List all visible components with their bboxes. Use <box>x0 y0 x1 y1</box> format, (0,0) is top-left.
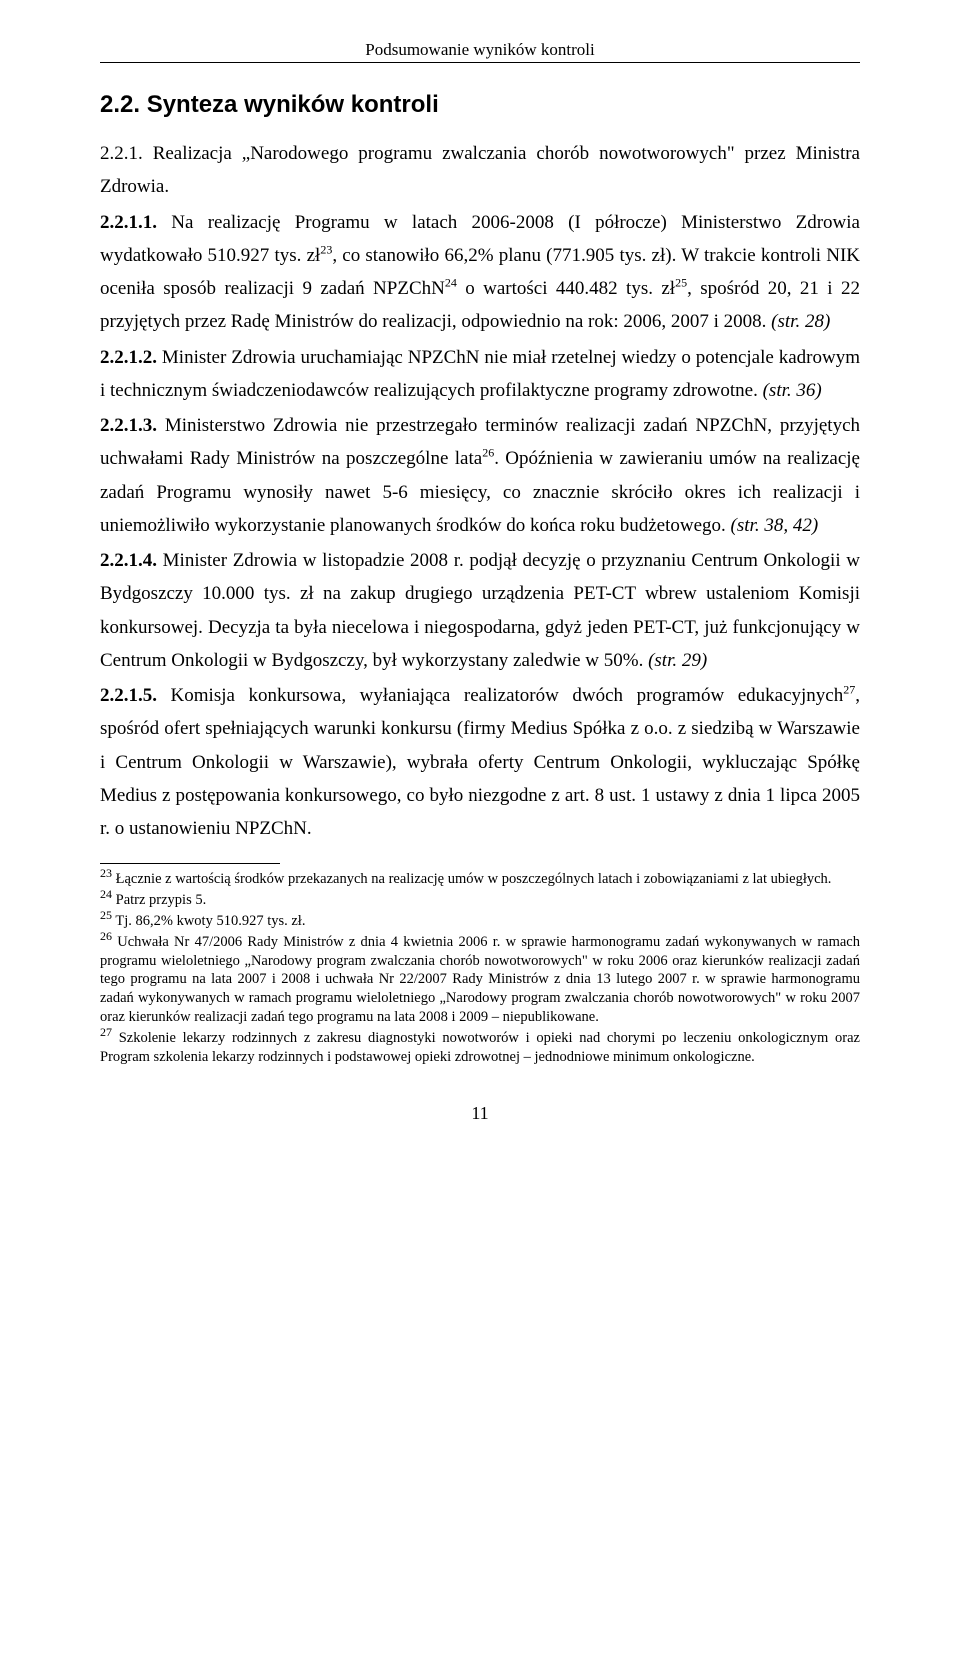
para-number: 2.2.1.2. <box>100 347 157 368</box>
footnote-text: Szkolenie lekarzy rodzinnych z zakresu d… <box>100 1030 860 1065</box>
footnote-25: 25 Tj. 86,2% kwoty 510.927 tys. zł. <box>100 912 860 931</box>
page-number: 11 <box>100 1103 860 1124</box>
footnote-27: 27 Szkolenie lekarzy rodzinnych z zakres… <box>100 1029 860 1067</box>
footnote-ref: 24 <box>445 276 457 290</box>
para-number: 2.2.1.3. <box>100 415 157 436</box>
footnote-24: 24 Patrz przypis 5. <box>100 891 860 910</box>
paragraph-2-2-1-2: 2.2.1.2. Minister Zdrowia uruchamiając N… <box>100 341 860 408</box>
footnote-ref: 26 <box>482 446 494 460</box>
footnote-26: 26 Uchwała Nr 47/2006 Rady Ministrów z d… <box>100 933 860 1027</box>
footnote-number: 23 <box>100 866 112 880</box>
footnote-ref: 25 <box>675 276 687 290</box>
section-title: 2.2. Synteza wyników kontroli <box>100 91 860 119</box>
footnote-ref: 27 <box>843 683 855 697</box>
paragraph-2-2-1-3: 2.2.1.3. Ministerstwo Zdrowia nie przest… <box>100 409 860 542</box>
page-ref: (str. 28) <box>771 311 830 332</box>
page-ref: (str. 36) <box>763 380 822 401</box>
page-ref: (str. 29) <box>648 650 707 671</box>
paragraph-2-2-1-1: 2.2.1.1. Na realizację Programu w latach… <box>100 206 860 339</box>
para-text: o wartości 440.482 tys. zł <box>457 278 675 299</box>
para-number: 2.2.1.4. <box>100 550 157 571</box>
para-text: Minister Zdrowia uruchamiając NPZChN nie… <box>100 347 860 401</box>
paragraph-2-2-1-5: 2.2.1.5. Komisja konkursowa, wyłaniająca… <box>100 679 860 845</box>
footnote-number: 26 <box>100 929 112 943</box>
footnote-number: 24 <box>100 887 112 901</box>
footnotes: 23 Łącznie z wartością środków przekazan… <box>100 870 860 1066</box>
para-text: Komisja konkursowa, wyłaniająca realizat… <box>157 685 843 706</box>
footnote-23: 23 Łącznie z wartością środków przekazan… <box>100 870 860 889</box>
footnote-ref: 23 <box>320 242 332 256</box>
para-text: Minister Zdrowia w listopadzie 2008 r. p… <box>100 550 860 671</box>
document-page: Podsumowanie wyników kontroli 2.2. Synte… <box>0 0 960 1164</box>
footnote-text: Tj. 86,2% kwoty 510.927 tys. zł. <box>112 913 305 929</box>
footnote-number: 25 <box>100 908 112 922</box>
footnote-separator <box>100 863 280 864</box>
body-text: 2.2.1. Realizacja „Narodowego programu z… <box>100 137 860 845</box>
paragraph-2-2-1-4: 2.2.1.4. Minister Zdrowia w listopadzie … <box>100 544 860 677</box>
footnote-text: Łącznie z wartością środków przekazanych… <box>112 871 831 887</box>
running-head: Podsumowanie wyników kontroli <box>100 40 860 63</box>
para-text: , spośród ofert spełniających warunki ko… <box>100 685 860 839</box>
footnote-number: 27 <box>100 1025 112 1039</box>
para-number: 2.2.1.5. <box>100 685 157 706</box>
para-number: 2.2.1.1. <box>100 212 157 233</box>
paragraph-lead: 2.2.1. Realizacja „Narodowego programu z… <box>100 137 860 204</box>
footnote-text: Uchwała Nr 47/2006 Rady Ministrów z dnia… <box>100 934 860 1025</box>
page-ref: (str. 38, 42) <box>731 515 819 536</box>
footnote-text: Patrz przypis 5. <box>112 892 206 908</box>
